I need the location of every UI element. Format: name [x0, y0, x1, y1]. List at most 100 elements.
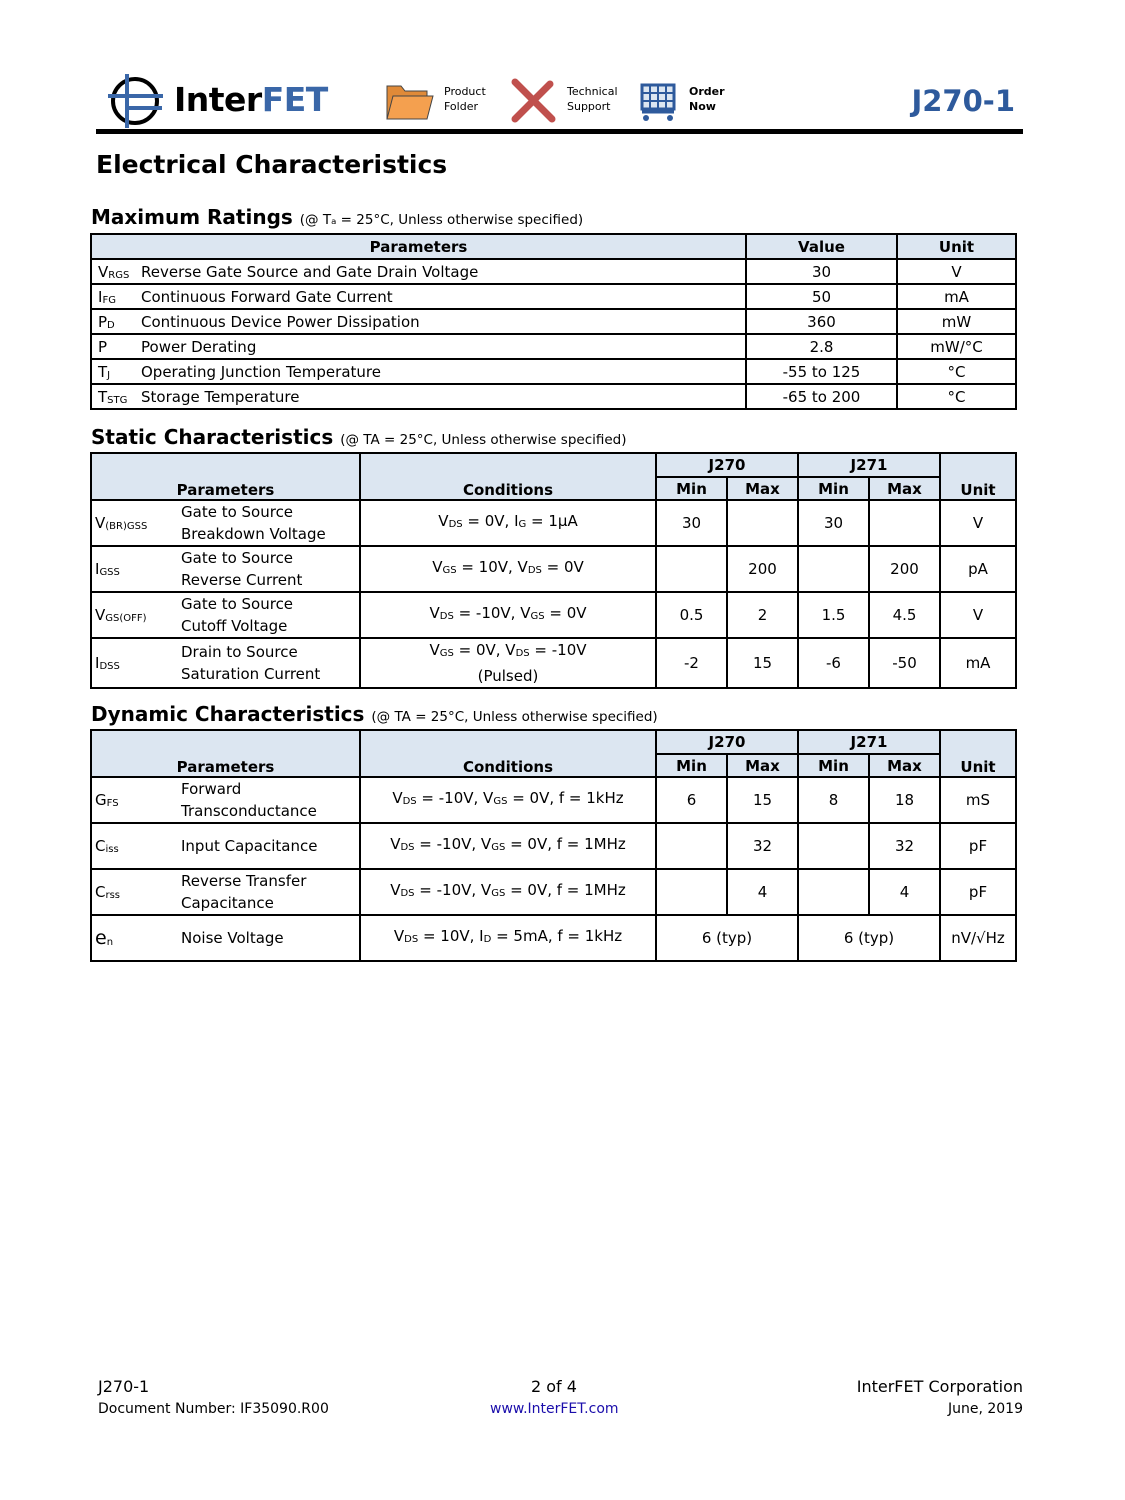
- symbol-sub: rss: [105, 890, 121, 901]
- symbol-base: V: [95, 606, 106, 624]
- condition-text: = 0V, f = 1MHz: [505, 835, 626, 853]
- tools-icon[interactable]: [510, 78, 556, 124]
- condition-text: = 5mA, f = 1kHz: [491, 927, 623, 945]
- parameter-name-line: Breakdown Voltage: [181, 525, 326, 543]
- unit-cell: pF: [939, 822, 1017, 870]
- value-cell: 30: [745, 258, 898, 285]
- typical-value-cell: 6 (typ): [655, 914, 799, 962]
- parameter-name-line: Gate to Source: [181, 595, 294, 613]
- value-cell: 360: [745, 308, 898, 335]
- condition-text: = -10V, V: [414, 835, 492, 853]
- unit-cell: pF: [939, 868, 1017, 916]
- parameter-name-line: Transconductance: [181, 802, 317, 820]
- symbol-sub: STG: [107, 394, 128, 406]
- col-header-max: Max: [726, 476, 799, 501]
- order-now-link[interactable]: Order Now: [689, 85, 725, 113]
- parameter-name-cell: Noise Voltage: [179, 914, 361, 962]
- parameter-name-cell: Reverse Transfer Capacitance: [179, 868, 361, 916]
- table-row: TJ Operating Junction Temperature -55 to 1…: [90, 358, 1017, 385]
- value-cell: 0.5: [655, 591, 728, 639]
- max-ratings-table: Parameters Value Unit VRGS Reverse Gate Sou…: [90, 233, 1017, 410]
- value-cell: 200: [726, 545, 799, 593]
- symbol-sub: FS: [106, 798, 119, 809]
- col-header-min: Min: [655, 753, 728, 778]
- value-cell: [655, 822, 728, 870]
- value-cell: 2.8: [745, 333, 898, 360]
- table-row: PD Continuous Device Power Dissipation 360…: [90, 308, 1017, 335]
- symbol-base: C: [95, 837, 106, 855]
- parameter-name: Continuous Device Power Dissipation: [141, 312, 420, 331]
- value-cell: 2: [726, 591, 799, 639]
- value-cell: 18: [868, 776, 941, 824]
- condition-text: V: [393, 927, 405, 945]
- col-header-g2: J271: [797, 729, 941, 755]
- symbol-base: I: [95, 654, 100, 672]
- table-row: IGSS Gate to Source Reverse Current VGS = 1…: [90, 545, 1017, 593]
- page-title: Electrical Characteristics: [96, 150, 448, 179]
- symbol-sub: iss: [105, 844, 119, 855]
- condition-text: G: [518, 519, 527, 530]
- value-cell: [797, 545, 870, 593]
- symbol-sub: n: [106, 937, 114, 948]
- label: Unit: [960, 758, 996, 776]
- col-header-min: Min: [797, 476, 870, 501]
- condition-text: GS: [530, 611, 545, 622]
- condition-text: = 0V, f = 1kHz: [507, 789, 624, 807]
- table-row: IFG Continuous Forward Gate Current 50 mA: [90, 283, 1017, 310]
- table-row: VRGS Reverse Gate Source and Gate Drain V…: [90, 258, 1017, 285]
- condition-text: DS: [448, 519, 463, 530]
- condition-text: GS: [439, 648, 454, 659]
- product-folder-link[interactable]: Product Folder: [444, 85, 486, 113]
- parameter-name-line: Reverse Current: [181, 571, 303, 589]
- condition-text: = 10V, I: [418, 927, 484, 945]
- symbol-base: I: [98, 287, 103, 306]
- parameter-name-line: Input Capacitance: [181, 837, 318, 855]
- parameter-cell: VRGS Reverse Gate Source and Gate Drain V…: [90, 258, 747, 285]
- col-header-parameters: Parameters: [90, 452, 361, 501]
- col-header-min: Min: [797, 753, 870, 778]
- table-row: P Power Derating 2.8 mW/°C: [90, 333, 1017, 360]
- condition-text: DS: [400, 888, 415, 899]
- value-cell: 30: [797, 499, 870, 547]
- unit-cell: °C: [896, 383, 1017, 410]
- table-row: en Noise Voltage VDS = 10V, ID = 5mA, f = …: [90, 914, 1017, 962]
- symbol-sub: FG: [102, 294, 116, 306]
- value-cell: 32: [726, 822, 799, 870]
- unit-cell: V: [939, 591, 1017, 639]
- parameter-name-line: Cutoff Voltage: [181, 617, 288, 635]
- col-header-conditions: Conditions: [359, 729, 657, 778]
- value-cell: 50: [745, 283, 898, 310]
- parameter-name-cell: Forward Transconductance: [179, 776, 361, 824]
- condition-text: GS: [491, 888, 506, 899]
- condition-text: DS: [400, 842, 415, 853]
- parameter-name-cell: Input Capacitance: [179, 822, 361, 870]
- col-header: Unit: [896, 233, 1017, 260]
- max-ratings-title: Maximum Ratings (@ Tₐ = 25°C, Unless oth…: [91, 205, 584, 229]
- symbol-base: P: [98, 312, 108, 331]
- col-header-min: Min: [655, 476, 728, 501]
- footer-doc-number: Document Number: IF35090.R00: [98, 1401, 329, 1417]
- label: Unit: [960, 481, 996, 499]
- condition-text: DS: [402, 796, 417, 807]
- condition-text: = 0V: [544, 604, 587, 622]
- dynamic-title: Dynamic Characteristics (@ TA = 25°C, Un…: [91, 702, 658, 726]
- cart-icon[interactable]: [636, 80, 678, 122]
- header-rule: [96, 129, 1023, 134]
- value-cell: 1.5: [797, 591, 870, 639]
- website-link[interactable]: www.InterFET.com: [490, 1401, 619, 1417]
- symbol-cell: V(BR)GSS: [90, 499, 179, 547]
- symbol: PD: [95, 313, 141, 331]
- value-cell: [726, 499, 799, 547]
- table-row: Ciss Input Capacitance VDS = -10V, VGS = 0…: [90, 822, 1017, 870]
- parameter-name: Power Derating: [141, 337, 257, 356]
- col-header-unit: Unit: [939, 729, 1017, 778]
- technical-support-link[interactable]: Technical Support: [567, 85, 618, 113]
- col-header-conditions: Conditions: [359, 452, 657, 501]
- folder-icon[interactable]: [385, 82, 435, 120]
- value-cell: [797, 868, 870, 916]
- parameter-name-cell: Gate to Source Cutoff Voltage: [179, 591, 361, 639]
- symbol-base: V: [98, 262, 109, 281]
- value-cell: [655, 545, 728, 593]
- condition-text: = 1µA: [526, 512, 578, 530]
- logo-text: InterFET: [174, 80, 328, 119]
